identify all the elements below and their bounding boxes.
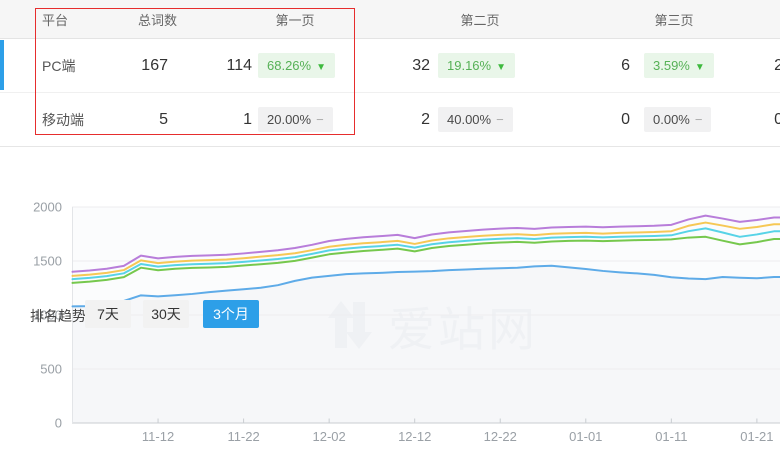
page1-count: 1 — [243, 110, 252, 128]
watermark-logo — [328, 301, 372, 349]
table-header-row: 平台 总词数 第一页 第二页 第三页 — [0, 0, 780, 39]
line-cyan — [71, 227, 780, 281]
trend-section-title: 排名趋势 — [30, 308, 86, 324]
trend-flat-icon: − — [316, 112, 324, 127]
svg-text:11-22: 11-22 — [227, 429, 259, 444]
header-total: 总词数 — [137, 12, 177, 28]
page3-count: 0 — [621, 110, 630, 128]
header-page1: 第一页 — [275, 12, 315, 28]
svg-text:12-22: 12-22 — [484, 429, 517, 444]
svg-text:12-12: 12-12 — [398, 429, 431, 444]
header-platform: 平台 — [42, 12, 69, 28]
page3-count: 6 — [621, 56, 630, 74]
svg-text:11-12: 11-12 — [142, 429, 174, 444]
page2-percent-badge: 40.00% − — [438, 107, 513, 132]
platform-label: PC端 — [42, 57, 76, 74]
page2-count: 32 — [412, 56, 430, 74]
svg-text:01-21: 01-21 — [740, 429, 773, 444]
page1-percent-badge: 20.00% − — [258, 107, 333, 132]
page2-count: 2 — [421, 110, 430, 128]
total-count: 167 — [141, 56, 168, 74]
tab-30-days[interactable]: 30天 — [143, 300, 189, 328]
trend-down-icon: ▼ — [496, 62, 506, 73]
line-yellow — [71, 221, 780, 277]
trend-tabs-row: 排名趋势 7天 30天 3个月 — [0, 147, 780, 328]
svg-text:500: 500 — [40, 362, 62, 377]
trend-flat-icon: − — [496, 112, 504, 127]
table-row-pc: PC端 167 114 68.26% ▼ 32 19.16% ▼ 6 3.59% ▼ … — [0, 39, 780, 93]
svg-text:12-02: 12-02 — [313, 429, 346, 444]
total-count: 5 — [159, 110, 168, 128]
table-row-mobile: 移动端 5 1 20.00% − 2 40.00% − 0 0.00% − 0 — [0, 93, 780, 147]
platform-label: 移动端 — [42, 111, 84, 128]
tab-7-days[interactable]: 7天 — [85, 300, 131, 328]
active-row-marker — [0, 40, 4, 90]
header-page2: 第二页 — [460, 12, 500, 28]
svg-text:01-11: 01-11 — [655, 429, 687, 444]
page3-percent-badge: 0.00% − — [644, 107, 712, 132]
page2-percent-badge: 19.16% ▼ — [438, 53, 515, 78]
svg-text:1500: 1500 — [33, 254, 62, 269]
page1-percent-badge: 68.26% ▼ — [258, 53, 335, 78]
tab-3-months[interactable]: 3个月 — [203, 300, 259, 328]
line-green — [71, 235, 780, 284]
trend-down-icon: ▼ — [316, 62, 326, 73]
svg-text:01-01: 01-01 — [569, 429, 602, 444]
watermark-text: 爱站网 — [388, 303, 538, 356]
page4-count-clipped: 0 — [774, 110, 780, 128]
header-page3: 第三页 — [654, 12, 694, 28]
trend-down-icon: ▼ — [694, 62, 705, 73]
trend-flat-icon: − — [694, 112, 703, 127]
svg-text:2000: 2000 — [33, 200, 62, 215]
page1-count: 114 — [226, 56, 252, 74]
svg-text:0: 0 — [55, 416, 62, 431]
page4-count-clipped: 2 — [774, 56, 780, 74]
line-purple — [71, 214, 780, 273]
page3-percent-badge: 3.59% ▼ — [644, 53, 714, 78]
